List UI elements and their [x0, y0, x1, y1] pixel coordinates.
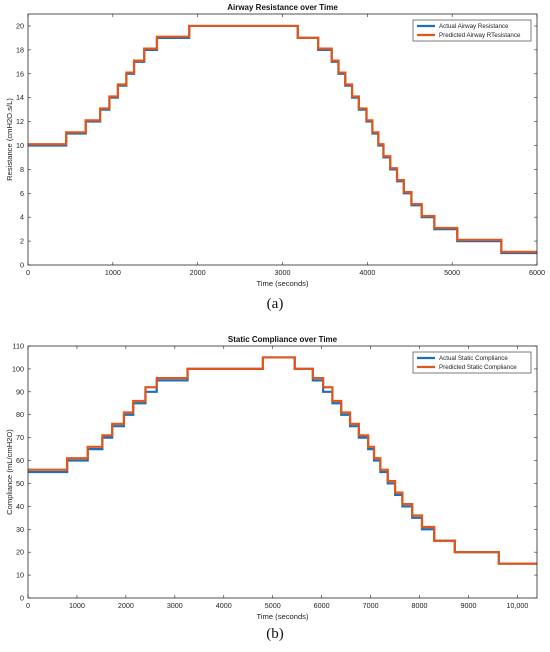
y-axis-label: Resistance (cmH2O.s/L) [5, 98, 14, 181]
x-tick-label: 1000 [69, 601, 85, 610]
x-tick-label: 6000 [314, 601, 330, 610]
airway-resistance-chart: Airway Resistance over Time 0 1000 2000 3000… [5, 3, 545, 288]
x-tick-label: 8000 [412, 601, 428, 610]
x-tick-label: 3000 [167, 601, 183, 610]
legend-entry: Predicted Static Compliance [439, 364, 517, 371]
y-tick-label: 110 [13, 342, 24, 351]
y-tick-label: 12 [16, 117, 24, 126]
caption-b: (b) [266, 626, 284, 642]
y-tick-label: 10 [16, 141, 24, 150]
y-tick-label: 10 [16, 571, 24, 580]
legend-box [412, 351, 532, 374]
x-axis-label: Time (seconds) [256, 279, 309, 288]
chart-title: Static Compliance over Time [228, 335, 338, 344]
y-tick-label: 2 [20, 237, 24, 246]
y-tick-label: 100 [12, 364, 24, 373]
y-tick-label: 30 [16, 525, 24, 534]
y-tick-label: 70 [16, 433, 24, 442]
y-axis-label: Compliance (mL/cmH2O) [5, 429, 14, 515]
x-axis-label: Time (seconds) [256, 612, 309, 621]
legend-entry: Predicted Airway RTesistance [439, 32, 521, 39]
x-tick-label: 0 [26, 601, 30, 610]
x-tick-label: 5000 [444, 268, 460, 277]
y-tick-label: 20 [16, 21, 24, 30]
x-tick-label: 2000 [190, 268, 206, 277]
y-tick-label: 0 [20, 261, 24, 270]
y-tick-label: 90 [16, 387, 24, 396]
y-tick-label: 16 [16, 69, 24, 78]
predicted-series-line [28, 356, 537, 565]
y-tick-label: 18 [16, 45, 24, 54]
y-tick-label: 0 [20, 594, 24, 603]
x-tick-label: 10,000 [506, 601, 528, 610]
x-tick-label: 5000 [265, 601, 281, 610]
y-tick-label: 6 [20, 189, 24, 198]
y-tick-label: 60 [16, 456, 24, 465]
x-tick-label: 3000 [275, 268, 291, 277]
y-tick-label: 80 [16, 410, 24, 419]
legend-entry: Actual Static Compliance [439, 355, 508, 362]
x-tick-label: 2000 [118, 601, 134, 610]
caption-a: (a) [266, 296, 284, 312]
x-tick-label: 7000 [363, 601, 379, 610]
y-tick-label: 8 [20, 165, 24, 174]
y-tick-label: 20 [16, 548, 24, 557]
y-tick-label: 4 [20, 213, 24, 222]
x-tick-label: 4000 [359, 268, 375, 277]
y-tick-label: 40 [16, 502, 24, 511]
y-tick-label: 14 [16, 93, 24, 102]
chart-title: Airway Resistance over Time [227, 3, 338, 12]
plot-frame [27, 13, 538, 266]
x-tick-label: 9000 [460, 601, 476, 610]
x-tick-label: 4000 [216, 601, 232, 610]
legend-entry: Actual Airway Resistance [439, 23, 509, 30]
x-tick-label: 1000 [105, 268, 121, 277]
predicted-series-line [28, 24, 537, 253]
plot-area [28, 14, 537, 265]
legend-box [412, 19, 532, 42]
plot-frame [27, 345, 538, 599]
y-tick-label: 50 [16, 479, 24, 488]
x-tick-label: 6000 [529, 268, 545, 277]
plot-area [28, 346, 537, 598]
x-tick-label: 0 [26, 268, 30, 277]
